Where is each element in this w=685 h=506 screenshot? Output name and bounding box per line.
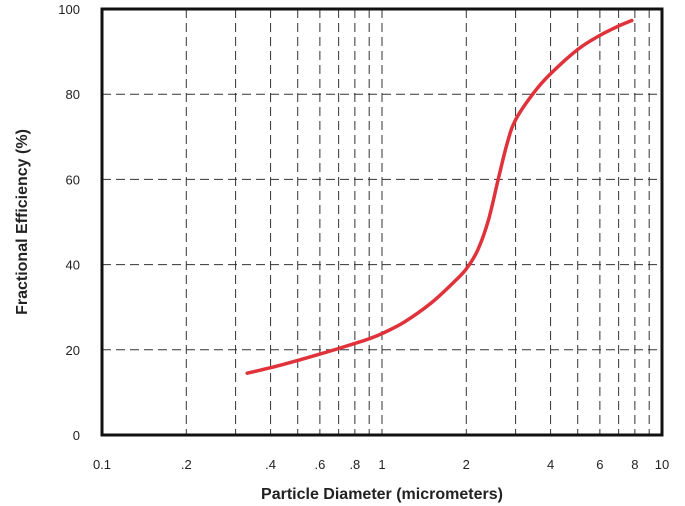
plot-frame: [100, 7, 664, 437]
x-tick-label: 2: [463, 457, 470, 472]
x-tick-label: 0.1: [93, 457, 111, 472]
y-tick-label: 80: [66, 87, 80, 102]
series-layer: [245, 18, 634, 375]
y-tick-label: 40: [66, 258, 80, 273]
x-tick-label: .6: [314, 457, 325, 472]
x-tick-label: .8: [349, 457, 360, 472]
grid-lines: [102, 9, 662, 435]
y-tick-labels: 0 20 40 60 80 100: [58, 2, 80, 443]
x-tick-label: 1: [378, 457, 385, 472]
efficiency-curve: [245, 18, 634, 375]
y-tick-label: 60: [66, 172, 80, 187]
y-tick-label: 100: [58, 2, 80, 17]
x-tick-label: 8: [631, 457, 638, 472]
x-tick-label: 4: [547, 457, 554, 472]
x-tick-label: .2: [181, 457, 192, 472]
x-axis-title: Particle Diameter (micrometers): [261, 486, 503, 503]
y-tick-label: 20: [66, 343, 80, 358]
y-axis-title: Fractional Efficiency (%): [14, 129, 31, 315]
x-tick-label: 6: [596, 457, 603, 472]
y-tick-label: 0: [73, 428, 80, 443]
x-tick-label: .4: [265, 457, 276, 472]
x-tick-label: 10: [655, 457, 669, 472]
x-tick-labels: 0.1 .2 .4 .6 .8 1 2 4 6 8 10: [93, 457, 669, 472]
